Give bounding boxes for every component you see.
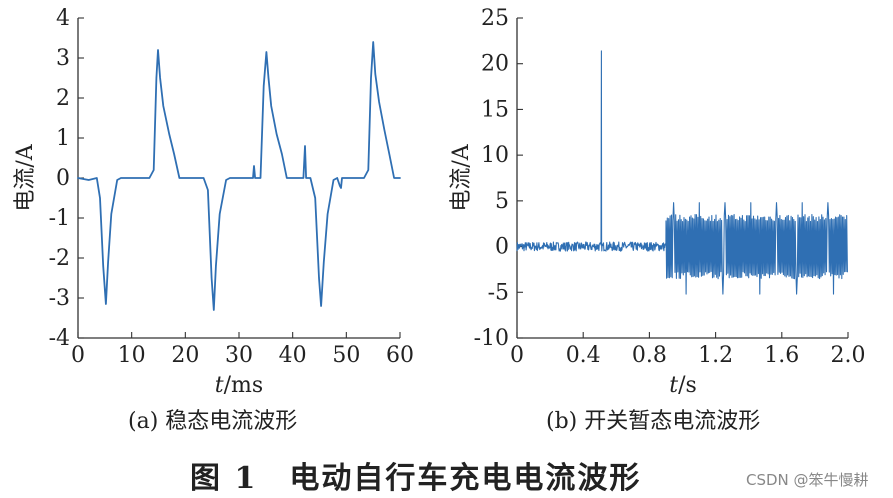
b-x-tick-label: 1.6 xyxy=(764,343,799,368)
b-x-tick-label: 0.4 xyxy=(566,343,601,368)
a-x-tick-label: 10 xyxy=(118,343,146,368)
b-y-tick-label: -10 xyxy=(474,326,509,351)
a-x-tick-label: 60 xyxy=(386,343,414,368)
a-x-tick-label: 20 xyxy=(171,343,199,368)
b-y-tick-label: 25 xyxy=(481,6,509,31)
a-y-tick-label: 0 xyxy=(56,166,70,191)
a-y-tick-label: -2 xyxy=(49,246,70,271)
b-x-tick-label: 1.2 xyxy=(698,343,733,368)
b-y-tick-label: 10 xyxy=(481,143,509,168)
a-y-tick-label: 1 xyxy=(56,126,70,151)
chart-a-x-label-var: t xyxy=(215,373,224,398)
chart-a-y-ticks: -4 -3 -2 -1 0 1 2 3 4 xyxy=(49,6,84,351)
chart-a-x-label-unit: /ms xyxy=(224,373,264,398)
chart-a-y-label: 电流/A xyxy=(13,143,38,211)
chart-b: -10 -5 0 5 10 15 20 25 0 0.4 0.8 1.2 1.6 2.0 电流/A t/… xyxy=(449,6,866,398)
b-y-tick-label: 15 xyxy=(481,97,509,122)
a-x-tick-label: 0 xyxy=(71,343,85,368)
watermark: CSDN @笨牛慢耕 xyxy=(746,471,869,489)
chart-a-x-ticks: 0 10 20 30 40 50 60 xyxy=(71,332,414,368)
figure-caption: 图 1 电动自行车充电电流波形 xyxy=(190,461,642,496)
a-x-tick-label: 40 xyxy=(279,343,307,368)
chart-b-y-ticks: -10 -5 0 5 10 15 20 25 xyxy=(474,6,523,351)
a-x-tick-label: 50 xyxy=(332,343,360,368)
chart-b-caption: (b) 开关暂态电流波形 xyxy=(546,409,761,434)
b-y-tick-label: 20 xyxy=(481,52,509,77)
chart-b-y-label: 电流/A xyxy=(449,143,474,211)
b-y-tick-label: 0 xyxy=(495,235,509,260)
a-y-tick-label: -1 xyxy=(49,206,70,231)
chart-b-x-label-unit: /s xyxy=(678,373,697,398)
chart-a-x-label: t/ms xyxy=(215,373,263,398)
b-x-tick-label: 2.0 xyxy=(831,343,866,368)
a-x-tick-label: 30 xyxy=(225,343,253,368)
b-x-tick-label: 0 xyxy=(510,343,524,368)
a-y-tick-label: 3 xyxy=(56,46,70,71)
b-x-tick-label: 0.8 xyxy=(632,343,667,368)
chart-b-x-label-var: t xyxy=(669,373,678,398)
b-y-tick-label: -5 xyxy=(488,280,509,305)
a-y-tick-label: 4 xyxy=(56,6,70,31)
chart-a-caption: (a) 稳态电流波形 xyxy=(128,409,298,434)
a-y-tick-label: 2 xyxy=(56,86,70,111)
chart-a: -4 -3 -2 -1 0 1 2 3 4 0 10 20 30 40 50 60 电流/A t/ms xyxy=(13,6,414,398)
chart-b-series-line xyxy=(516,50,848,295)
chart-b-x-ticks: 0 0.4 0.8 1.2 1.6 2.0 xyxy=(510,332,866,368)
chart-a-series-line xyxy=(77,41,401,311)
b-y-tick-label: 5 xyxy=(495,189,509,214)
chart-b-x-label: t/s xyxy=(669,373,697,398)
a-y-tick-label: -3 xyxy=(49,286,70,311)
a-y-tick-label: -4 xyxy=(49,326,70,351)
